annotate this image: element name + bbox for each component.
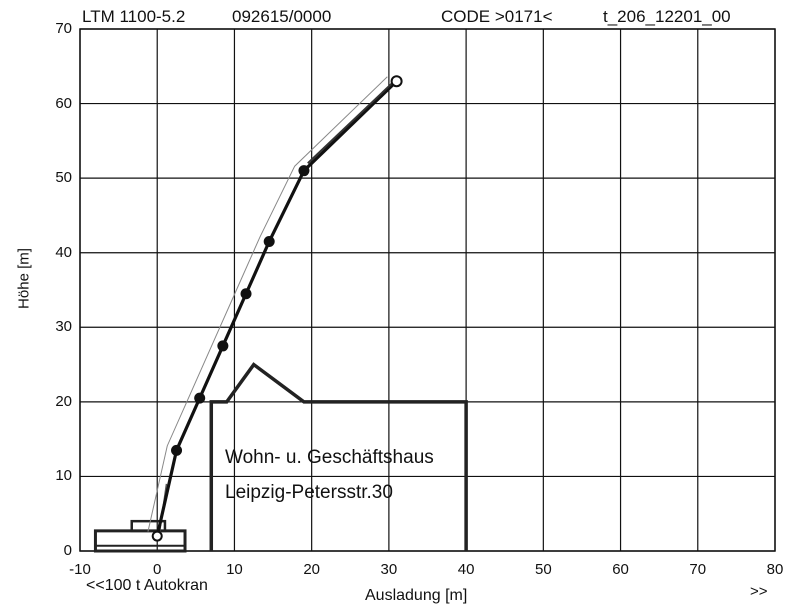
- crane-model: LTM 1100-5.2: [82, 7, 186, 26]
- crane-carrier: [93, 483, 187, 553]
- x-tick-label: 0: [153, 561, 162, 578]
- y-tick-label: 20: [55, 392, 72, 410]
- boom-joint: [298, 165, 310, 177]
- jib-upper-line: [307, 78, 398, 164]
- x-axis-label: Ausladung [m]: [365, 587, 468, 604]
- x-tick-label: 30: [380, 561, 398, 578]
- x-tick-label: 70: [689, 561, 707, 578]
- y-tick-label: 40: [55, 243, 72, 261]
- x-tick-label: -10: [69, 561, 91, 578]
- building-label-line1: Wohn- u. Geschäftshaus: [225, 447, 434, 468]
- x-tick-label: 40: [457, 561, 475, 578]
- building-label-line2: Leipzig-Petersstr.30: [225, 482, 393, 503]
- crane-serial: 092615/0000: [232, 7, 332, 26]
- boom-joint: [217, 340, 229, 352]
- boom-main-line: [155, 80, 398, 537]
- prev-crane-link[interactable]: <<100 t Autokran: [86, 577, 208, 594]
- boom-joint: [240, 288, 252, 300]
- boom-joint: [263, 236, 275, 248]
- x-tick-label: 10: [226, 561, 243, 578]
- carrier-body: [93, 529, 187, 553]
- building-outline: [209, 362, 468, 551]
- y-tick-label: 60: [55, 94, 72, 112]
- code-label: CODE >0171<: [441, 7, 553, 26]
- building-shape: [209, 362, 468, 551]
- boom-pivot: [151, 530, 163, 542]
- boom-joint: [171, 444, 183, 456]
- y-tick-label: 70: [55, 20, 72, 37]
- x-tick-label: 60: [612, 561, 629, 578]
- x-tick-label: 80: [766, 561, 784, 578]
- y-tick-label: 50: [55, 169, 72, 187]
- plot-frame: [79, 28, 776, 552]
- x-tick-label: 20: [303, 561, 320, 578]
- grid: [79, 28, 776, 552]
- y-axis-label: Höhe [m]: [15, 248, 33, 309]
- boom-guy-line: [147, 76, 388, 532]
- boom-tip: [390, 75, 403, 88]
- boom-joint: [194, 392, 206, 404]
- y-tick-label: 0: [63, 542, 72, 559]
- y-tick-label: 10: [55, 467, 72, 485]
- next-page-link[interactable]: >>: [750, 583, 768, 600]
- y-tick-label: 30: [55, 318, 72, 336]
- boom-line: [147, 75, 403, 542]
- reference-id: t_206_12201_00: [603, 7, 731, 26]
- x-tick-label: 50: [534, 561, 552, 578]
